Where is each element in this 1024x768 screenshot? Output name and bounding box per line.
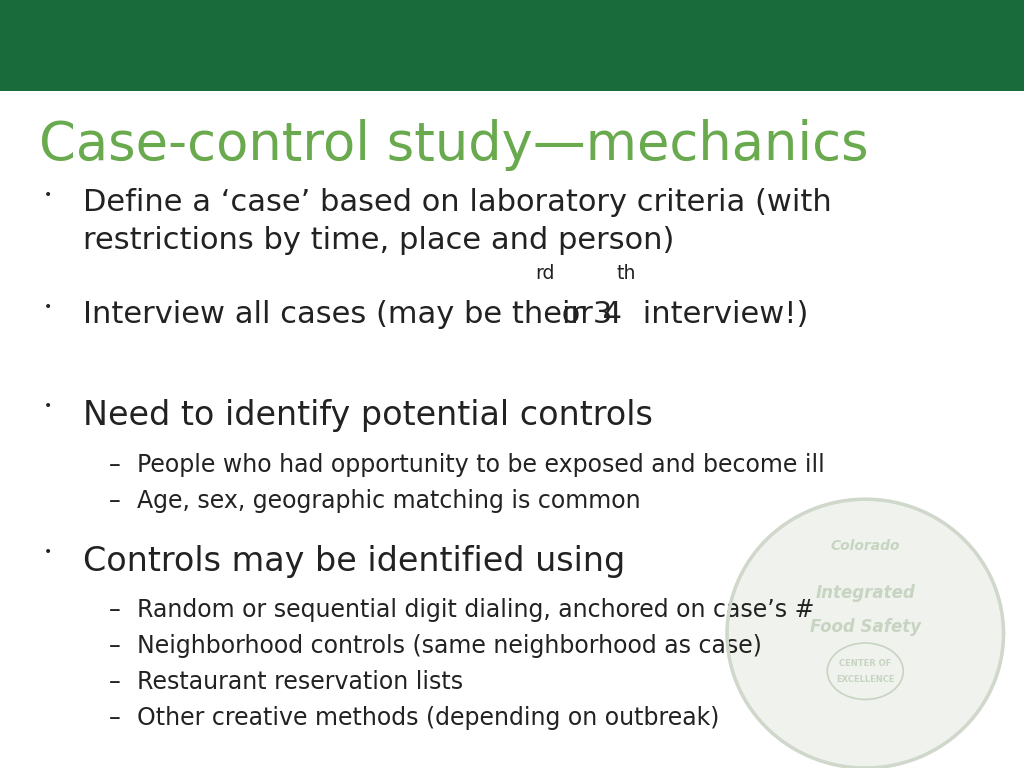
Text: Random or sequential digit dialing, anchored on case’s #: Random or sequential digit dialing, anch… bbox=[137, 598, 814, 621]
Text: –: – bbox=[109, 706, 120, 730]
Text: Interview all cases (may be their 3: Interview all cases (may be their 3 bbox=[83, 300, 612, 329]
Text: CENTER OF: CENTER OF bbox=[839, 659, 892, 667]
Text: •: • bbox=[44, 300, 52, 313]
Text: •: • bbox=[44, 188, 52, 202]
Text: Neighborhood controls (same neighborhood as case): Neighborhood controls (same neighborhood… bbox=[137, 634, 762, 657]
Text: Colorado: Colorado bbox=[830, 539, 900, 553]
Text: Age, sex, geographic matching is common: Age, sex, geographic matching is common bbox=[137, 489, 641, 513]
Text: •: • bbox=[44, 545, 52, 559]
Text: Restaurant reservation lists: Restaurant reservation lists bbox=[137, 670, 463, 694]
Text: interview!): interview!) bbox=[633, 300, 809, 329]
Text: Case-control study—mechanics: Case-control study—mechanics bbox=[39, 119, 868, 171]
Text: –: – bbox=[109, 489, 120, 513]
Text: Food Safety: Food Safety bbox=[810, 618, 921, 636]
Text: Integrated: Integrated bbox=[815, 584, 915, 602]
Text: Need to identify potential controls: Need to identify potential controls bbox=[83, 399, 653, 432]
Text: rd: rd bbox=[536, 263, 555, 283]
Text: People who had opportunity to be exposed and become ill: People who had opportunity to be exposed… bbox=[137, 453, 825, 477]
Ellipse shape bbox=[727, 499, 1004, 768]
Text: –: – bbox=[109, 670, 120, 694]
Text: Controls may be identified using: Controls may be identified using bbox=[83, 545, 626, 578]
Text: EXCELLENCE: EXCELLENCE bbox=[836, 675, 895, 684]
Text: Define a ‘case’ based on laboratory criteria (with
restrictions by time, place a: Define a ‘case’ based on laboratory crit… bbox=[83, 188, 831, 255]
Text: •: • bbox=[44, 399, 52, 413]
Text: or 4: or 4 bbox=[552, 300, 622, 329]
Text: Other creative methods (depending on outbreak): Other creative methods (depending on out… bbox=[137, 706, 720, 730]
Text: th: th bbox=[616, 263, 636, 283]
Text: –: – bbox=[109, 453, 120, 477]
FancyBboxPatch shape bbox=[0, 0, 1024, 91]
Text: –: – bbox=[109, 598, 120, 621]
Text: –: – bbox=[109, 634, 120, 657]
